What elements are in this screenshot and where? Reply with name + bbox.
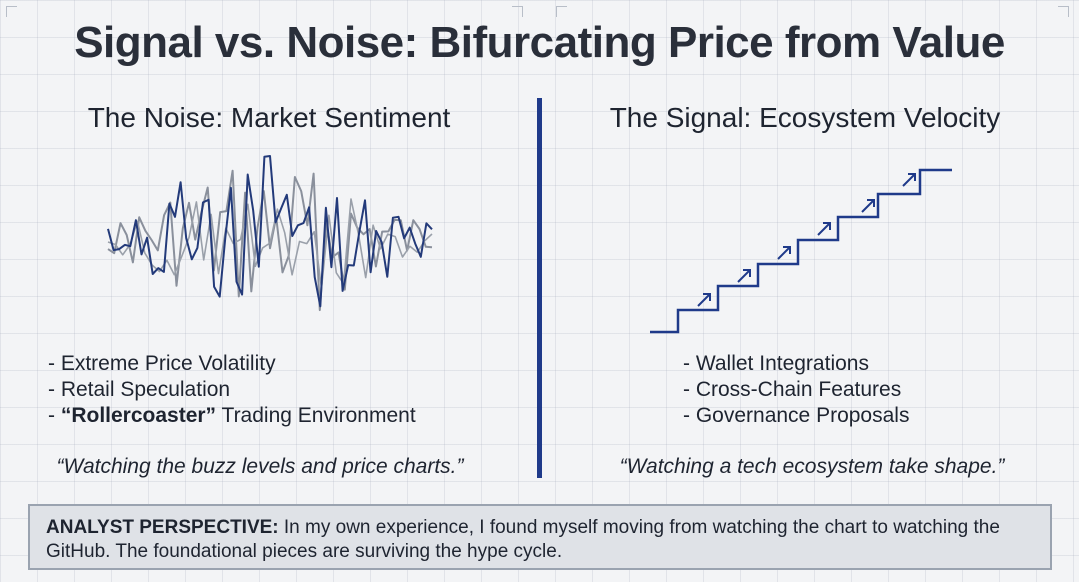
noise-line-light <box>107 169 433 312</box>
staircase-line <box>650 168 952 334</box>
center-divider <box>537 98 542 478</box>
list-item: - Cross-Chain Features <box>683 378 902 401</box>
noise-line-dark <box>107 155 433 308</box>
frame-corner <box>512 6 523 17</box>
list-item: - “Rollercoaster” Trading Environment <box>48 404 416 427</box>
staircase-growth-icon <box>650 168 952 334</box>
noise-bullet-list: - Extreme Price Volatility - Retail Spec… <box>48 351 416 429</box>
frame-corner <box>6 6 17 17</box>
list-item: - Extreme Price Volatility <box>48 352 276 375</box>
perspective-label: ANALYST PERSPECTIVE: <box>46 517 279 538</box>
arrow-up-right-icon <box>697 173 916 307</box>
frame-corner <box>556 6 567 17</box>
noise-heading: The Noise: Market Sentiment <box>87 102 451 133</box>
list-item: - Wallet Integrations <box>683 352 869 375</box>
signal-quote: “Watching a tech ecosystem take shape.” <box>619 455 1005 478</box>
signal-bullet-list: - Wallet Integrations - Cross-Chain Feat… <box>683 351 909 429</box>
frame-corner <box>1058 6 1069 17</box>
page-title: Signal vs. Noise: Bifurcating Price from… <box>74 18 1005 67</box>
list-item: - Governance Proposals <box>683 404 910 427</box>
perspective-text: In my own experience, I found myself mov… <box>46 517 1000 562</box>
list-item: - Retail Speculation <box>48 378 231 401</box>
noise-waveform-icon <box>107 155 433 312</box>
signal-heading: The Signal: Ecosystem Velocity <box>609 102 1001 133</box>
noise-line-light-2 <box>107 198 433 289</box>
noise-quote: “Watching the buzz levels and price char… <box>56 455 464 478</box>
analyst-perspective-box: ANALYST PERSPECTIVE: In my own experienc… <box>28 504 1052 570</box>
